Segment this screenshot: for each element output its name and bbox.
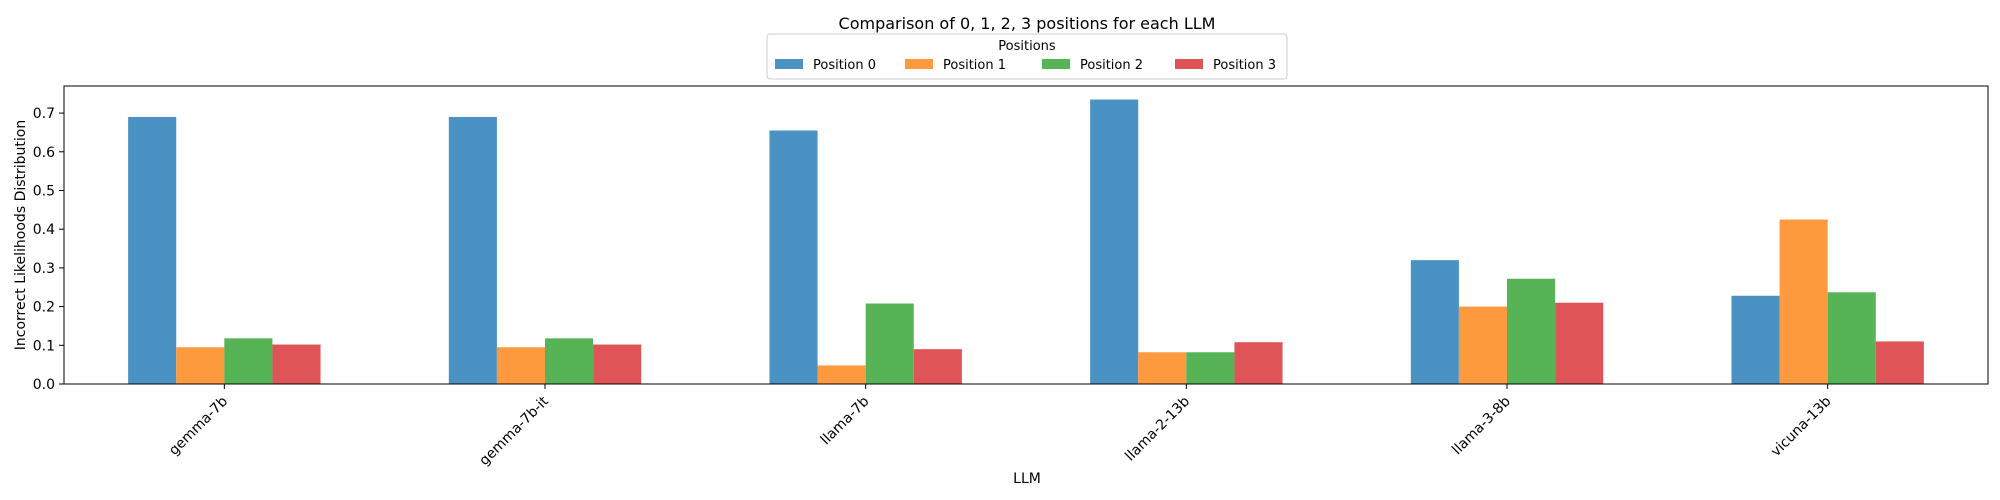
bar-gemma-7b-position-3	[272, 344, 321, 384]
y-tick-label: 0.7	[33, 106, 55, 122]
bar-llama-2-13b-position-2	[1186, 352, 1235, 384]
bar-llama-7b-position-2	[865, 303, 914, 384]
bar-llama-7b-position-3	[913, 349, 962, 384]
bar-gemma-7b-it-position-2	[545, 338, 594, 384]
y-tick-label: 0.4	[33, 222, 55, 238]
chart-title: Comparison of 0, 1, 2, 3 positions for e…	[839, 14, 1216, 33]
legend-label: Position 2	[1080, 58, 1143, 73]
x-tick-label: gemma-7b	[166, 393, 231, 458]
y-tick-label: 0.1	[33, 338, 55, 354]
x-tick-label: vicuna-13b	[1768, 393, 1835, 460]
legend-label: Position 3	[1213, 58, 1276, 73]
x-tick-label: llama-3-8b	[1449, 393, 1514, 458]
x-tick-label: llama-7b	[818, 393, 873, 448]
legend-label: Position 1	[943, 58, 1006, 73]
plot-frame	[63, 85, 1989, 385]
y-tick-label: 0.0	[33, 377, 55, 393]
bar-vicuna-13b-position-2	[1827, 292, 1876, 384]
bar-llama-3-8b-position-0	[1410, 260, 1459, 384]
legend-frame	[766, 33, 1288, 80]
bar-gemma-7b-position-1	[176, 347, 225, 384]
bar-llama-7b-position-0	[769, 130, 818, 384]
legend-title: Positions	[998, 39, 1056, 54]
x-axis: gemma-7b gemma-7b-it llama-7b llama-2-13b ll…	[166, 384, 1835, 469]
legend-label: Position 0	[813, 58, 876, 73]
legend-swatch	[905, 59, 933, 69]
bar-llama-3-8b-position-1	[1458, 306, 1507, 384]
legend-swatch	[1042, 59, 1070, 69]
bar-vicuna-13b-position-1	[1779, 219, 1828, 384]
bar-llama-3-8b-position-2	[1507, 278, 1556, 384]
bar-gemma-7b-it-position-3	[593, 344, 642, 384]
x-tick-label: llama-2-13b	[1122, 393, 1193, 464]
bar-llama-2-13b-position-3	[1234, 342, 1283, 384]
bar-llama-3-8b-position-3	[1555, 302, 1604, 384]
bar-gemma-7b-position-2	[224, 338, 273, 384]
y-axis: 0.0 0.1 0.2 0.3 0.4 0.5 0.6 0.7	[33, 106, 64, 393]
bar-vicuna-13b-position-3	[1875, 341, 1924, 384]
bar-gemma-7b-position-0	[128, 116, 177, 385]
y-axis-label: Incorrect Likelihoods Distribution	[13, 120, 29, 350]
bar-vicuna-13b-position-0	[1731, 295, 1780, 384]
bar-gemma-7b-it-position-1	[496, 347, 545, 384]
y-tick-label: 0.3	[33, 261, 55, 277]
x-tick-label: gemma-7b-it	[476, 393, 552, 469]
plot-area: 0.00.10.20.30.40.50.60.7 gemma-7b gemma-7…	[33, 85, 1989, 469]
bar-llama-2-13b-position-0	[1090, 99, 1139, 384]
legend-swatch	[1175, 59, 1203, 69]
legend: Positions Position 0 Position 1 Position 2…	[766, 33, 1288, 80]
legend-swatch	[775, 59, 803, 69]
x-axis-label: LLM	[1013, 471, 1041, 487]
y-tick-label: 0.6	[33, 145, 55, 161]
bar-llama-2-13b-position-1	[1138, 352, 1187, 384]
y-tick-label: 0.2	[33, 300, 55, 316]
bar-llama-7b-position-1	[817, 365, 866, 384]
bar-gemma-7b-it-position-0	[448, 116, 497, 385]
y-tick-label: 0.5	[33, 183, 55, 199]
